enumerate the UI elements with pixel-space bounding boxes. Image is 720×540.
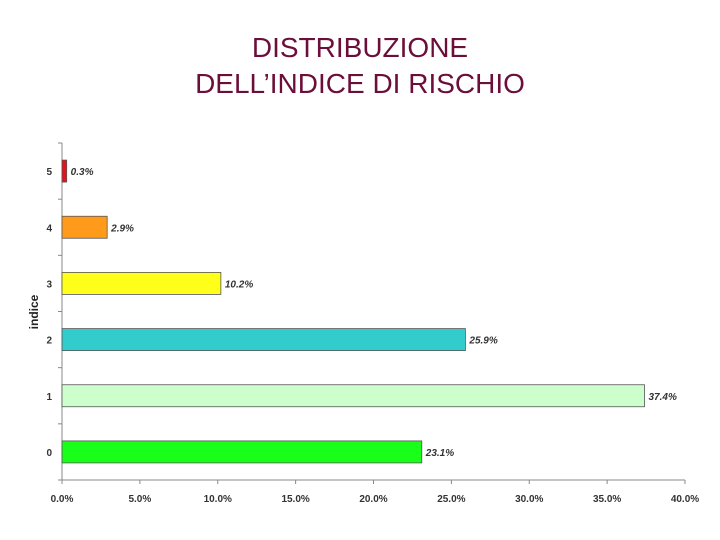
x-tick-label: 30.0% (515, 494, 543, 505)
data-label: 0.3% (71, 167, 94, 178)
bar-3 (61, 272, 222, 295)
data-label: 23.1% (425, 448, 454, 459)
y-tick-label: 5 (46, 167, 52, 178)
bar-0 (61, 440, 423, 464)
y-tick-label: 3 (46, 279, 52, 290)
data-label: 10.2% (225, 279, 253, 290)
x-tick-label: 35.0% (593, 494, 621, 505)
y-tick-label: 0 (46, 448, 52, 459)
x-tick-label: 40.0% (671, 494, 699, 505)
y-tick-label: 4 (46, 223, 52, 234)
bar-1 (61, 384, 645, 408)
title-line-2: DELL’INDICE DI RISCHIO (195, 68, 525, 99)
data-label: 25.9% (468, 336, 497, 347)
data-label: 37.4% (649, 392, 677, 403)
bar-2 (61, 328, 466, 351)
y-tick-label: 2 (46, 336, 52, 347)
bar-5 (61, 159, 68, 183)
bar-4 (61, 215, 108, 239)
x-tick-label: 25.0% (437, 494, 465, 505)
data-label: 2.9% (110, 223, 134, 234)
x-tick-label: 20.0% (359, 494, 387, 505)
x-tick-label: 10.0% (204, 494, 232, 505)
x-tick-label: 0.0% (51, 494, 74, 505)
x-tick-label: 15.0% (281, 494, 309, 505)
y-axis-label: indice (27, 294, 41, 329)
x-tick-label: 5.0% (128, 494, 151, 505)
title-line-1: DISTRIBUZIONE (251, 32, 469, 63)
y-tick-label: 1 (46, 392, 52, 403)
chart-title: DISTRIBUZIONE DELL’INDICE DI RISCHIO (0, 30, 720, 102)
